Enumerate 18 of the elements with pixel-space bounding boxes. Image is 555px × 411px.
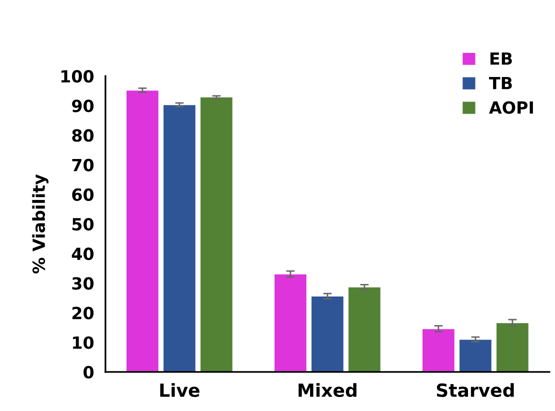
x-tick-label: Starved <box>436 383 514 398</box>
y-tick-label: 80 <box>72 129 94 142</box>
y-tick-label: 30 <box>72 277 94 290</box>
y-tick-label: 60 <box>72 188 94 201</box>
y-tick-label: 0 <box>84 366 94 379</box>
legend-label: AOPI <box>489 101 533 114</box>
y-tick-label: 10 <box>73 336 94 349</box>
y-tick-label: 20 <box>72 306 94 320</box>
y-axis-title: % Viability <box>32 174 48 274</box>
y-tick-label: 40 <box>72 248 94 260</box>
y-tick-label: 50 <box>72 218 94 231</box>
y-tick-label: 100 <box>61 70 94 83</box>
x-tick-label: Live <box>160 383 200 398</box>
legend-label: TB <box>489 76 512 90</box>
y-tick-label: 70 <box>72 158 94 172</box>
y-tick-label: 90 <box>72 100 94 112</box>
x-tick-label: Mixed <box>298 383 356 398</box>
legend-label: EB <box>490 52 512 65</box>
